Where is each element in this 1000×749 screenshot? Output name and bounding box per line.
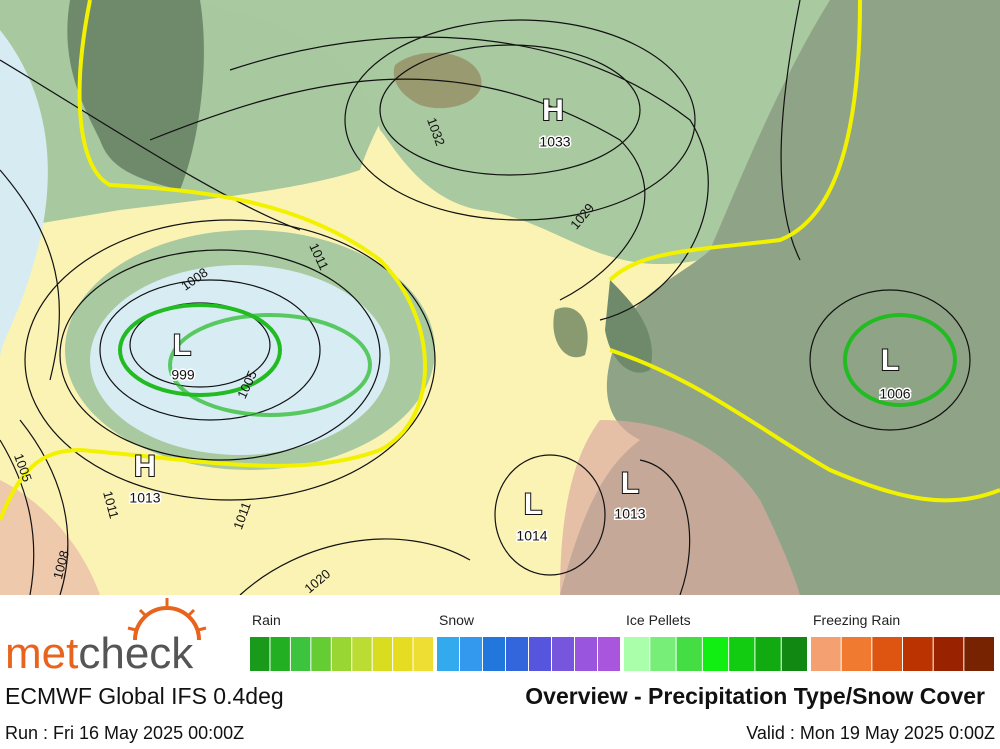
pressure-value: 999 [171, 367, 195, 383]
legend-swatch [903, 637, 933, 671]
legend-swatch [529, 637, 551, 671]
isobar-label: 1011 [100, 489, 122, 520]
map-title: Overview - Precipitation Type/Snow Cover [525, 683, 985, 709]
legend-swatch [290, 637, 311, 671]
legend-label: Rain [252, 612, 281, 628]
logo-met: met [5, 629, 78, 678]
legend-label: Snow [439, 612, 475, 628]
pressure-letter: H [542, 94, 564, 127]
logo-check: check [78, 629, 194, 678]
legend-swatch [506, 637, 528, 671]
legend-swatch [933, 637, 964, 671]
legend-swatch [781, 637, 807, 671]
legend-swatch [372, 637, 393, 671]
footer-bg [0, 595, 1000, 749]
pressure-letter: L [524, 488, 542, 521]
pressure-letter: L [881, 344, 899, 377]
legend-swatch [483, 637, 505, 671]
legend-label: Freezing Rain [813, 612, 900, 628]
warm-land [560, 420, 800, 595]
pressure-letter: H [134, 450, 156, 483]
legend-swatch [270, 637, 290, 671]
legend-swatch [311, 637, 331, 671]
legend: Rain Snow Ice Pellets Freezing Rain [250, 612, 994, 671]
legend-swatch [460, 637, 482, 671]
legend-swatch [575, 637, 597, 671]
legend-swatch [650, 637, 676, 671]
pressure-value: 1013 [614, 506, 645, 522]
land [67, 0, 204, 190]
legend-swatch [964, 637, 994, 671]
legend-swatch [841, 637, 872, 671]
logo-rays [127, 598, 207, 632]
pressure-value: 1013 [129, 490, 160, 506]
model-name: ECMWF Global IFS 0.4deg [5, 683, 284, 709]
land [605, 280, 652, 373]
legend-swatch [552, 637, 574, 671]
legend-swatch [413, 637, 433, 671]
legend-swatch [811, 637, 841, 671]
logo-sun [133, 606, 201, 641]
land [553, 307, 588, 358]
legend-swatch [676, 637, 702, 671]
legend-swatch [755, 637, 781, 671]
isobars [0, 0, 971, 596]
run-time: Run : Fri 16 May 2025 00:00Z [5, 723, 244, 743]
pressure-letter: L [621, 467, 639, 500]
legend-swatch [331, 637, 352, 671]
isobar-label: 1008 [50, 549, 72, 581]
legend-swatch [872, 637, 902, 671]
legend-swatch [393, 637, 413, 671]
legend-swatch [729, 637, 755, 671]
valid-time: Valid : Mon 19 May 2025 0:00Z [746, 723, 995, 743]
pressure-value: 1006 [879, 386, 910, 402]
legend-swatch [702, 637, 729, 671]
pressure-value: 1014 [516, 528, 547, 544]
pressure-letter: L [173, 329, 191, 362]
legend-swatch [352, 637, 372, 671]
snow-cover [0, 30, 48, 360]
snow-cover [90, 265, 390, 455]
legend-swatch [437, 637, 459, 671]
legend-swatch [598, 637, 620, 671]
legend-swatch [624, 637, 650, 671]
pressure-value: 1033 [539, 134, 570, 150]
legend-swatch [250, 637, 270, 671]
warm-land [0, 480, 100, 595]
legend-label: Ice Pellets [626, 612, 691, 628]
logo: metcheck [5, 629, 194, 678]
